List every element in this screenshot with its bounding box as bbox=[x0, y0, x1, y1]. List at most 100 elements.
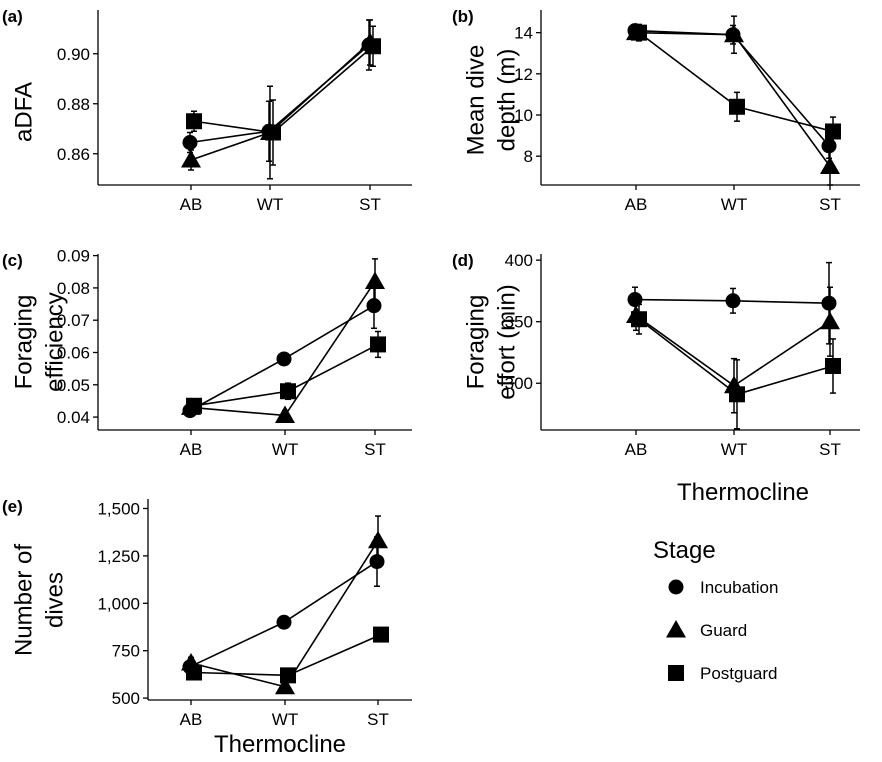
legend-entry: Incubation bbox=[668, 578, 778, 597]
data-point bbox=[280, 667, 296, 684]
legend-label: Postguard bbox=[700, 664, 778, 683]
data-point bbox=[181, 150, 201, 168]
data-point bbox=[276, 351, 292, 367]
y-tick-label: 0.09 bbox=[57, 247, 90, 266]
data-point bbox=[825, 123, 841, 140]
triangle-icon bbox=[666, 620, 686, 638]
data-point bbox=[365, 38, 381, 55]
legend-entry: Guard bbox=[666, 620, 747, 640]
panel-d: (d) 300 350 400 AB WT ST Foraging effort (min) bbox=[452, 251, 860, 459]
data-point bbox=[366, 298, 382, 314]
data-point bbox=[821, 295, 837, 311]
panel-e: (e) 500 750 1,000 1,250 1,500 AB WT ST Number of d… bbox=[2, 497, 412, 758]
series-line bbox=[634, 29, 830, 147]
x-tick-label: AB bbox=[625, 440, 648, 459]
data-point bbox=[373, 626, 389, 643]
y-tick-label: 350 bbox=[505, 313, 533, 332]
y-tick-label: 0.07 bbox=[57, 311, 90, 330]
y-tick-label: 1,250 bbox=[97, 547, 140, 566]
data-point bbox=[186, 664, 202, 681]
series-incubation bbox=[627, 23, 837, 159]
y-tick-label: 0.08 bbox=[57, 279, 90, 298]
y-tick-label: 0.88 bbox=[57, 95, 90, 114]
x-tick-label: AB bbox=[180, 440, 203, 459]
x-tick-label: ST bbox=[364, 440, 386, 459]
x-tick-label: WT bbox=[272, 710, 298, 729]
panel-b: (b) 8 10 12 14 AB WT ST Mean dive depth (m) bbox=[452, 7, 860, 214]
panel-a: (a) 0.86 0.88 0.90 AB WT ST aDFA bbox=[2, 7, 412, 214]
series-guard bbox=[181, 258, 385, 423]
data-point bbox=[365, 271, 385, 289]
x-tick-label: WT bbox=[721, 195, 747, 214]
data-point bbox=[631, 311, 647, 328]
circle-icon bbox=[668, 579, 684, 595]
y-tick-label: 0.04 bbox=[57, 408, 90, 427]
y-tick-label: 400 bbox=[505, 251, 533, 270]
y-tick-label: 12 bbox=[514, 65, 533, 84]
y-tick-label: 0.86 bbox=[57, 145, 90, 164]
legend-label: Incubation bbox=[700, 578, 778, 597]
data-point bbox=[186, 397, 202, 414]
y-tick-label: 750 bbox=[112, 642, 140, 661]
x-tick-label: AB bbox=[625, 195, 648, 214]
y-axis-title: efficiency bbox=[41, 292, 68, 392]
y-axis-title: Mean dive bbox=[462, 45, 489, 156]
series-line bbox=[189, 560, 378, 668]
data-point bbox=[182, 135, 198, 150]
x-tick-label: WT bbox=[721, 440, 747, 459]
y-axis-title: depth (m) bbox=[493, 49, 520, 152]
y-tick-label: 1,500 bbox=[97, 499, 140, 518]
y-tick-label: 1,000 bbox=[97, 594, 140, 613]
data-point bbox=[276, 614, 292, 630]
data-point bbox=[724, 24, 744, 43]
y-axis-title: aDFA bbox=[10, 82, 37, 142]
data-point bbox=[820, 311, 840, 330]
x-tick-label: AB bbox=[180, 195, 203, 214]
data-point bbox=[825, 358, 841, 374]
series-line bbox=[190, 540, 379, 688]
panel-letter-a: (a) bbox=[2, 7, 23, 26]
data-point bbox=[729, 98, 745, 115]
x-axis-title: Thermocline bbox=[214, 731, 346, 757]
data-point bbox=[368, 530, 388, 549]
series-guard bbox=[181, 19, 380, 180]
series-line bbox=[190, 41, 371, 161]
data-point bbox=[627, 292, 643, 308]
y-tick-label: 10 bbox=[514, 106, 533, 125]
shared-x-axis-title: Thermocline bbox=[677, 479, 809, 506]
data-point bbox=[275, 405, 295, 423]
panel-letter-e: (e) bbox=[2, 497, 23, 516]
panel-letter-b: (b) bbox=[452, 7, 474, 26]
data-point bbox=[369, 554, 385, 570]
x-tick-label: ST bbox=[367, 710, 389, 729]
y-tick-label: 0.06 bbox=[57, 343, 90, 362]
y-axis-title: Foraging bbox=[462, 295, 489, 390]
series-postguard bbox=[186, 330, 386, 414]
series-postguard bbox=[631, 303, 841, 430]
x-tick-label: WT bbox=[272, 440, 298, 459]
y-tick-label: 14 bbox=[514, 24, 533, 43]
x-tick-label: WT bbox=[257, 195, 283, 214]
square-icon bbox=[668, 665, 684, 681]
y-axis-title: Number of bbox=[10, 544, 37, 656]
series-postguard bbox=[186, 626, 389, 684]
data-point bbox=[729, 386, 745, 403]
data-point bbox=[725, 293, 741, 309]
legend-label: Guard bbox=[700, 621, 747, 640]
data-point bbox=[275, 676, 295, 695]
data-point bbox=[370, 336, 386, 353]
panel-letter-d: (d) bbox=[452, 251, 474, 270]
panel-letter-c: (c) bbox=[2, 251, 23, 270]
x-tick-label: ST bbox=[819, 440, 841, 459]
data-point bbox=[186, 113, 202, 130]
data-point bbox=[280, 383, 296, 400]
y-tick-label: 0.05 bbox=[57, 376, 90, 395]
panel-c: (c) 0.04 0.05 0.06 0.07 0.08 0.09 AB WT ST Foragin… bbox=[2, 247, 412, 459]
legend: Stage Incubation Guard Postguard bbox=[653, 537, 778, 683]
data-point bbox=[265, 124, 281, 141]
y-tick-label: 300 bbox=[505, 374, 533, 393]
legend-entry: Postguard bbox=[668, 664, 778, 683]
series-postguard bbox=[186, 25, 381, 166]
series-incubation bbox=[182, 536, 385, 675]
